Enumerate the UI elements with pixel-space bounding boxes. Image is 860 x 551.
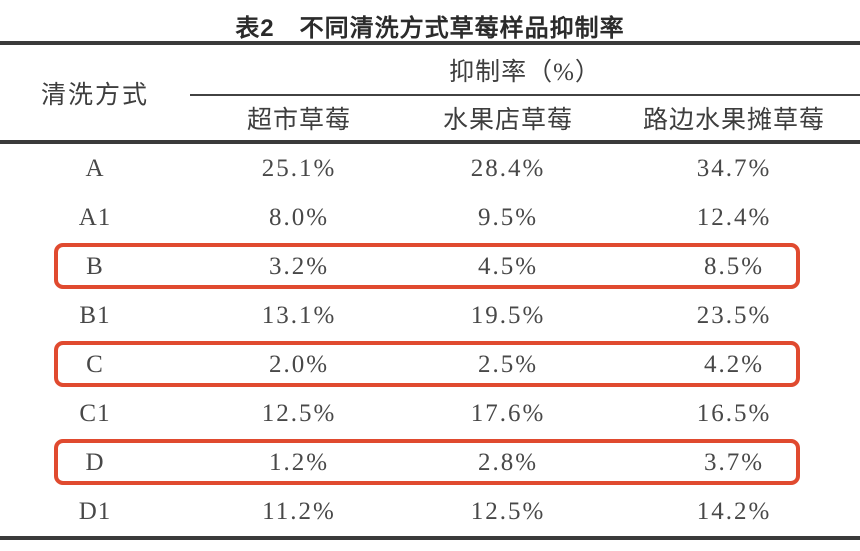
column-header-supermarket: 超市草莓 (246, 107, 351, 134)
value-cell: 13.1% (261, 301, 337, 329)
header-body-rule (0, 140, 860, 144)
table-row: C 2.0% 2.5% 4.2% (0, 340, 860, 389)
method-cell: A (85, 154, 105, 182)
value-column-group: 抑制率（%） 超市草莓 水果店草莓 路边水果摊草莓 (190, 45, 860, 140)
table-row: D 1.2% 2.8% 3.7% (0, 438, 860, 487)
table-row: A1 8.0% 9.5% 12.4% (0, 193, 860, 242)
value-cell: 19.5% (470, 301, 546, 329)
group-divider-rule (190, 94, 860, 96)
value-cell: 17.6% (470, 399, 546, 427)
value-cell: 25.1% (261, 154, 337, 182)
value-cell: 8.0% (268, 203, 330, 231)
table-row: B 3.2% 4.5% 8.5% (0, 242, 860, 291)
method-cell: C (86, 350, 104, 378)
value-cell: 16.5% (696, 399, 772, 427)
value-cell: 11.2% (262, 497, 336, 525)
method-cell: B (86, 252, 104, 280)
value-cell: 14.2% (696, 497, 772, 525)
column-header-roadside-stand: 路边水果摊草莓 (642, 107, 825, 134)
value-cell: 3.2% (268, 252, 330, 280)
value-cell: 34.7% (696, 154, 772, 182)
method-cell: D (85, 448, 105, 476)
value-cell: 12.5% (470, 497, 546, 525)
value-cell: 2.0% (268, 350, 330, 378)
bottom-rule (0, 536, 860, 540)
table-body: A 25.1% 28.4% 34.7% A1 8.0% 9.5% 12.4% B… (0, 144, 860, 536)
value-cell: 2.8% (477, 448, 539, 476)
value-cell: 28.4% (470, 154, 546, 182)
value-cell: 4.5% (477, 252, 539, 280)
value-cell: 1.2% (268, 448, 330, 476)
column-group-label: 抑制率（%） (449, 58, 601, 86)
table-row: B1 13.1% 19.5% 23.5% (0, 291, 860, 340)
method-cell: B1 (79, 301, 111, 329)
value-cell: 12.4% (696, 203, 772, 231)
column-header-fruit-shop: 水果店草莓 (442, 107, 573, 134)
value-cell: 9.5% (477, 203, 539, 231)
top-rule (0, 41, 860, 45)
table-row: C1 12.5% 17.6% 16.5% (0, 389, 860, 438)
table-header: 清洗方式 抑制率（%） 超市草莓 水果店草莓 路边水果摊草莓 (0, 45, 860, 140)
value-cell: 23.5% (696, 301, 772, 329)
table-row: A 25.1% 28.4% 34.7% (0, 144, 860, 193)
value-cell: 12.5% (261, 399, 337, 427)
value-cell: 8.5% (703, 252, 765, 280)
table-title: 表2 不同清洗方式草莓样品抑制率 (235, 15, 625, 42)
subcolumn-headers: 超市草莓 水果店草莓 路边水果摊草莓 (190, 96, 860, 140)
row-header-label: 清洗方式 (40, 81, 149, 109)
method-cell: D1 (78, 497, 112, 525)
method-cell: A1 (78, 203, 112, 231)
table-row: D1 11.2% 12.5% 14.2% (0, 487, 860, 536)
value-cell: 4.2% (703, 350, 765, 378)
value-cell: 2.5% (477, 350, 539, 378)
value-cell: 3.7% (703, 448, 765, 476)
method-cell: C1 (79, 399, 111, 427)
